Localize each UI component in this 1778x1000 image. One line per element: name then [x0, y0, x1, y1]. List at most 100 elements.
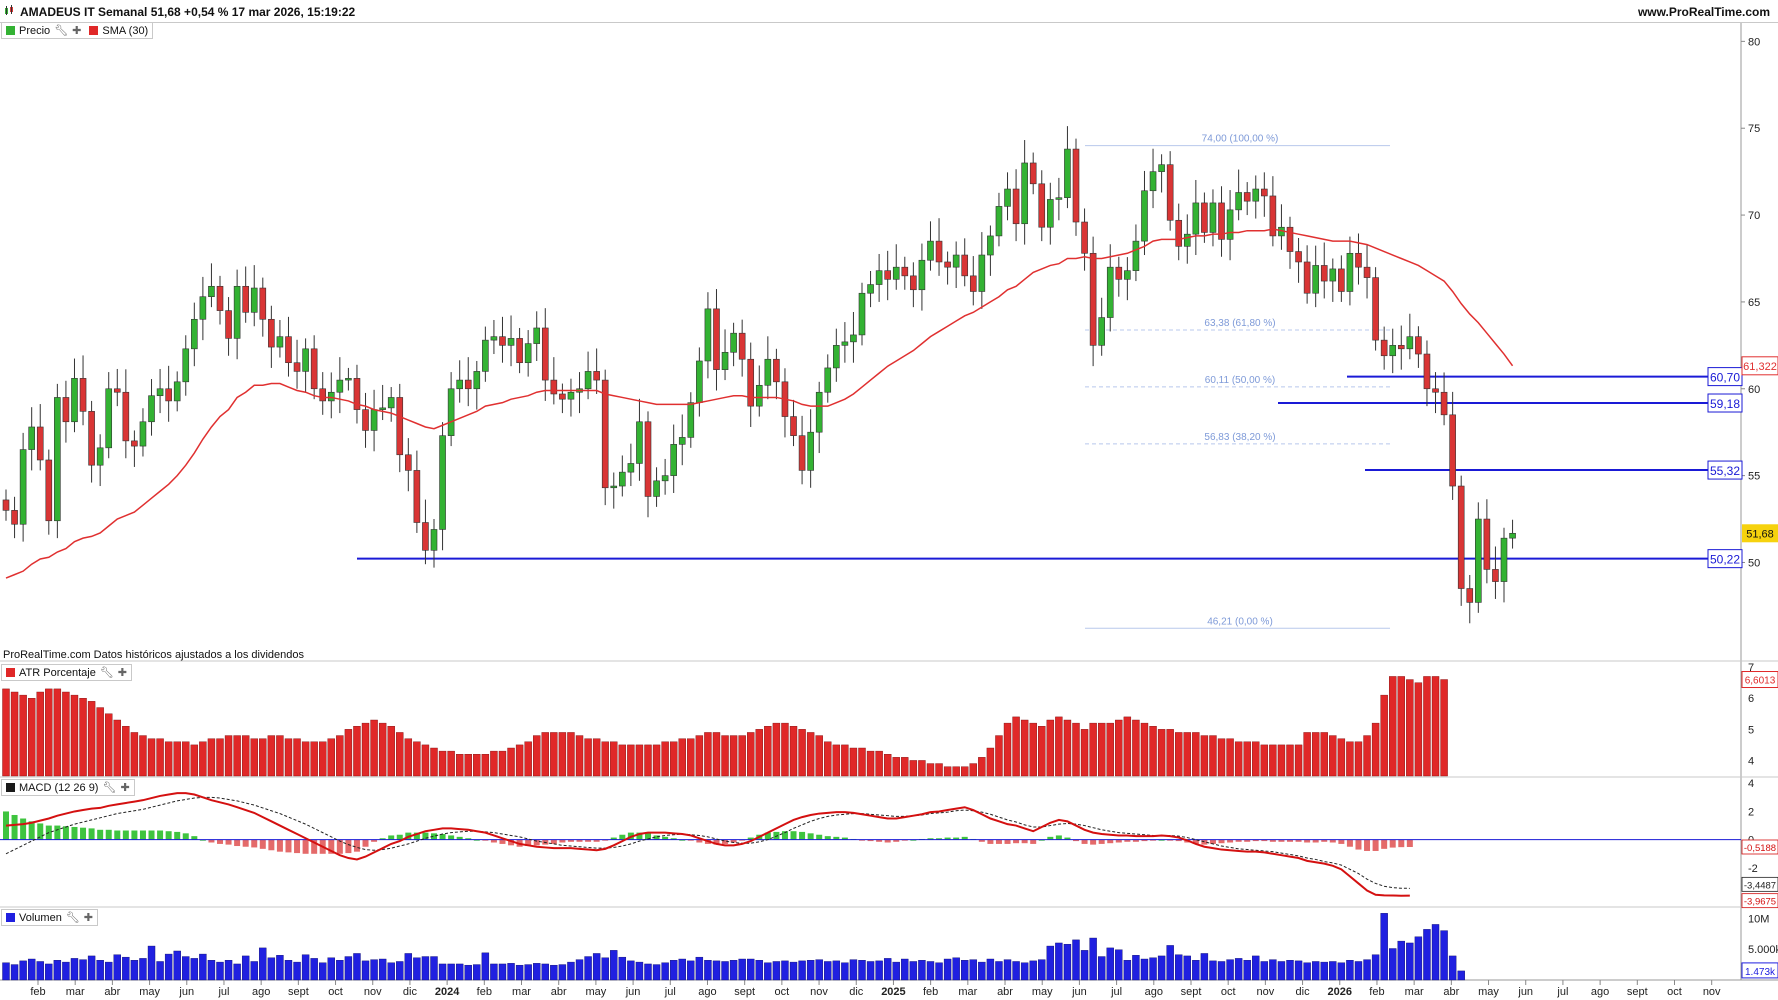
- atr-bar: [164, 741, 173, 777]
- x-tick-label: ago: [252, 986, 270, 998]
- macd-histogram-bar: [413, 832, 420, 840]
- candle: [62, 397, 70, 423]
- atr-bar: [130, 732, 139, 777]
- candle: [1047, 199, 1054, 228]
- atr-bar: [147, 738, 156, 777]
- atr-y-tick-label: 4: [1748, 755, 1754, 767]
- candle: [995, 206, 1003, 237]
- volume-bar: [233, 963, 241, 981]
- x-tick-label: nov: [1257, 986, 1275, 998]
- volume-bar: [926, 961, 935, 981]
- legend-volume[interactable]: Volumen 🔧︎ ✚: [1, 909, 98, 926]
- macd-histogram-bar: [833, 836, 840, 840]
- atr-bar: [361, 722, 370, 777]
- candle: [233, 285, 241, 339]
- macd-histogram-bar: [1406, 839, 1413, 847]
- volume-bar: [883, 958, 892, 981]
- atr-bar: [883, 754, 892, 777]
- volume-bar: [1269, 959, 1277, 981]
- volume-bar: [558, 964, 567, 981]
- atr-y-tick-label: 5: [1748, 724, 1754, 736]
- volume-bar: [1234, 958, 1243, 981]
- volume-bar: [310, 958, 318, 981]
- add-icon[interactable]: ✚: [120, 782, 130, 794]
- add-icon[interactable]: ✚: [117, 667, 128, 679]
- atr-bar: [849, 747, 858, 777]
- volume-bar: [284, 960, 293, 981]
- volume-bar: [241, 955, 250, 981]
- volume-bar: [10, 964, 19, 981]
- candle: [405, 454, 412, 471]
- atr-bar: [1380, 694, 1388, 777]
- wrench-icon[interactable]: 🔧︎: [102, 782, 117, 794]
- level-label: 55,32: [1710, 464, 1740, 478]
- atr-bar: [721, 735, 729, 777]
- volume-bar: [661, 962, 669, 981]
- candle: [850, 334, 857, 343]
- wrench-icon[interactable]: 🔧︎: [54, 25, 69, 37]
- candle: [208, 285, 215, 298]
- add-icon[interactable]: ✚: [83, 912, 93, 924]
- candle: [1012, 188, 1020, 225]
- candle: [610, 485, 618, 489]
- last-price-label: 51,68: [1746, 528, 1774, 540]
- candle: [644, 421, 652, 497]
- volume-bar: [404, 953, 413, 981]
- candle: [567, 391, 575, 400]
- volume-bar: [396, 961, 404, 981]
- candle: [764, 358, 772, 386]
- atr-bar: [267, 735, 276, 777]
- atr-bar: [1337, 738, 1346, 777]
- x-tick-label: may: [1032, 986, 1053, 998]
- atr-bar: [875, 750, 883, 777]
- add-icon[interactable]: ✚: [72, 25, 82, 37]
- atr-bar: [798, 729, 806, 777]
- volume-bar: [1217, 961, 1226, 981]
- volume-bar: [1012, 961, 1020, 981]
- candle: [1243, 192, 1251, 202]
- y-tick-label: 50: [1748, 557, 1760, 569]
- candle: [1303, 261, 1311, 294]
- volume-bar: [1431, 924, 1440, 981]
- volume-bar: [122, 956, 130, 981]
- x-tick-label: jun: [178, 986, 194, 998]
- atr-bar: [2, 688, 10, 777]
- atr-bar: [293, 738, 301, 777]
- wrench-icon[interactable]: 🔧︎: [99, 667, 114, 679]
- candle: [935, 240, 943, 263]
- atr-bar: [995, 735, 1003, 777]
- site-link[interactable]: www.ProRealTime.com: [1637, 5, 1770, 19]
- volume-bar: [669, 960, 678, 981]
- candle: [1132, 240, 1140, 271]
- candle: [1372, 277, 1379, 341]
- volume-bar: [413, 957, 421, 981]
- x-tick-label: feb: [1369, 986, 1384, 998]
- legend-price-sma[interactable]: Precio 🔧︎ ✚ SMA (30): [1, 22, 154, 39]
- volume-bar: [19, 960, 27, 981]
- candle: [1021, 162, 1028, 225]
- legend-atr[interactable]: ATR Porcentaje 🔧︎ ✚: [1, 664, 133, 681]
- atr-bar: [738, 735, 746, 777]
- macd-histogram-bar: [379, 838, 386, 840]
- candle: [1235, 192, 1242, 211]
- x-tick-label: mar: [1405, 986, 1424, 998]
- candle: [165, 388, 172, 402]
- fib-level-label: 46,21 (0,00 %): [1207, 616, 1273, 627]
- volume-bar: [969, 959, 977, 981]
- candle: [910, 275, 917, 291]
- atr-bar: [695, 735, 704, 777]
- macd-histogram-bar: [165, 831, 172, 840]
- volume-bar: [370, 959, 378, 981]
- legend-macd[interactable]: MACD (12 26 9) 🔧︎ ✚: [1, 779, 135, 796]
- candle: [1072, 148, 1080, 223]
- wrench-icon[interactable]: 🔧︎: [65, 912, 80, 924]
- candle: [28, 426, 35, 450]
- macd-value-label: -3,9675: [1744, 897, 1776, 908]
- atr-bar: [832, 744, 841, 777]
- macd-histogram-bar: [234, 839, 241, 847]
- macd-histogram-bar: [328, 839, 335, 854]
- macd-histogram-bar: [139, 830, 146, 840]
- atr-bar: [755, 729, 763, 777]
- atr-bar: [113, 719, 121, 777]
